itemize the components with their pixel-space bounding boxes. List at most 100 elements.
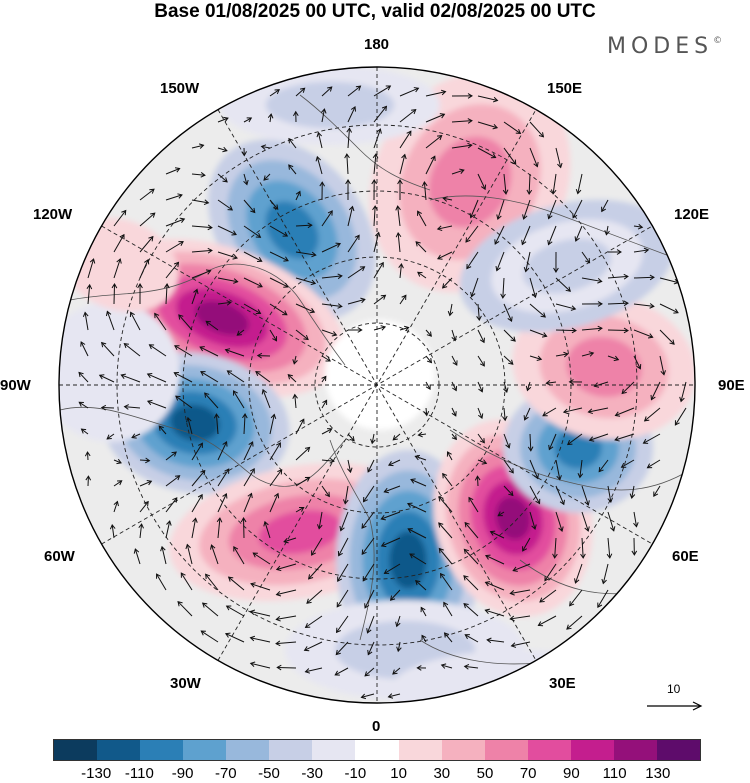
wind-vector-shaft	[572, 199, 583, 219]
wind-vector-head	[178, 314, 184, 320]
wind-vector-head	[288, 164, 294, 170]
wind-vector	[293, 110, 299, 123]
wind-vector-head	[540, 312, 546, 318]
wind-vector-shaft	[161, 546, 167, 565]
wind-vector-shaft	[165, 284, 168, 305]
wind-vector-shaft	[477, 355, 485, 367]
wind-vector	[373, 128, 382, 149]
wind-vector-head	[621, 388, 627, 395]
coastline	[299, 94, 431, 191]
wind-vector-head	[179, 217, 186, 223]
wind-vector	[392, 667, 401, 675]
wind-vector	[443, 632, 453, 643]
wind-vector-shaft	[407, 503, 427, 513]
wind-vector	[373, 85, 392, 97]
wind-vector-head	[275, 590, 282, 597]
wind-vector	[295, 476, 311, 487]
wind-vector	[217, 225, 237, 236]
wind-vector-shaft	[250, 610, 271, 617]
wind-vector	[295, 87, 306, 97]
wind-vector-head	[225, 605, 232, 611]
wind-vector-shaft	[544, 563, 557, 581]
wind-vector-shaft	[283, 537, 297, 543]
wind-vector-head	[597, 602, 603, 609]
wind-vector	[174, 345, 193, 357]
wind-vector-head	[425, 384, 431, 390]
wind-vector	[397, 179, 403, 201]
wind-vector-head	[160, 545, 166, 552]
wind-vector-shaft	[425, 113, 445, 123]
wind-vector-shaft	[217, 277, 238, 283]
wind-vector-head	[411, 109, 417, 115]
wind-vector-shaft	[269, 113, 272, 123]
wind-vector-head	[273, 204, 279, 210]
wind-vector	[463, 575, 479, 591]
wind-vector	[217, 146, 228, 153]
wind-vector-head	[348, 205, 355, 212]
chart-title: Base 01/08/2025 00 UTC, valid 02/08/2025…	[154, 1, 596, 22]
wind-vector	[421, 181, 428, 201]
wind-vector-shaft	[555, 329, 577, 332]
wind-vector	[321, 399, 328, 409]
wind-vector	[392, 433, 401, 441]
wind-vector	[139, 457, 151, 464]
colorbar	[53, 739, 701, 761]
wind-vector	[653, 485, 661, 497]
wind-vector-shaft	[373, 232, 380, 253]
wind-vector	[367, 459, 375, 473]
wind-vector-shaft	[113, 283, 116, 305]
wind-vector-head	[606, 553, 613, 559]
wind-vector	[425, 155, 436, 175]
wind-vector	[607, 327, 629, 334]
anomaly-contour	[170, 404, 220, 442]
wind-vector-shaft	[643, 433, 661, 444]
wind-vector-head	[78, 401, 84, 407]
wind-vector-shaft	[295, 277, 316, 284]
wind-vector-head	[360, 693, 367, 700]
wind-vector-shaft	[191, 518, 197, 539]
wind-vector	[173, 371, 193, 383]
wind-vector	[555, 459, 562, 481]
wind-vector-shaft	[602, 563, 609, 584]
wind-vector-head	[186, 416, 192, 423]
wind-vector	[469, 199, 479, 219]
wind-vector-head	[406, 502, 413, 508]
wind-vector-shaft	[367, 641, 375, 655]
wind-vector-shaft	[243, 468, 255, 487]
wind-vector-shaft	[295, 419, 305, 435]
wind-vector-head	[192, 517, 198, 523]
wind-vector-shaft	[399, 87, 419, 97]
wind-vector-shaft	[191, 144, 204, 149]
wind-vector-head	[395, 232, 402, 238]
wind-vector-shaft	[321, 485, 330, 497]
colorbar-ticks: -130 -110 -90 -70 -50 -30 -10 10 30 50 70 90 110 130	[0, 765, 750, 783]
wind-vector	[295, 303, 316, 314]
wind-vector	[380, 511, 401, 521]
wind-vector-head	[210, 544, 216, 550]
wind-vector-head	[121, 209, 127, 216]
wind-vector-shaft	[295, 329, 309, 340]
wind-vector-head	[232, 254, 238, 260]
wind-vector	[607, 249, 622, 255]
wind-vector-head	[463, 664, 470, 670]
wind-vector	[275, 615, 297, 622]
wind-vector-head	[643, 416, 650, 422]
wind-vector-shaft	[106, 433, 115, 440]
wind-vector-head	[601, 578, 607, 585]
wind-vector-shaft	[217, 468, 230, 487]
wind-vector-head	[380, 325, 387, 331]
wind-vector	[276, 664, 297, 671]
wind-vector-head	[361, 549, 367, 555]
wind-vector-shaft	[477, 173, 486, 190]
wind-vector-shaft	[503, 173, 507, 194]
wind-vector-head	[304, 476, 311, 482]
wind-vector-shaft	[444, 632, 453, 643]
wind-vector-head	[537, 621, 544, 627]
wind-vector-shaft	[409, 553, 427, 565]
wind-vector-shaft	[451, 120, 472, 123]
wind-vector	[178, 314, 193, 331]
wind-vector-head	[205, 269, 212, 275]
wind-vector-head	[563, 351, 569, 358]
wind-vector-shaft	[399, 326, 409, 331]
wind-vector-shaft	[217, 117, 229, 123]
